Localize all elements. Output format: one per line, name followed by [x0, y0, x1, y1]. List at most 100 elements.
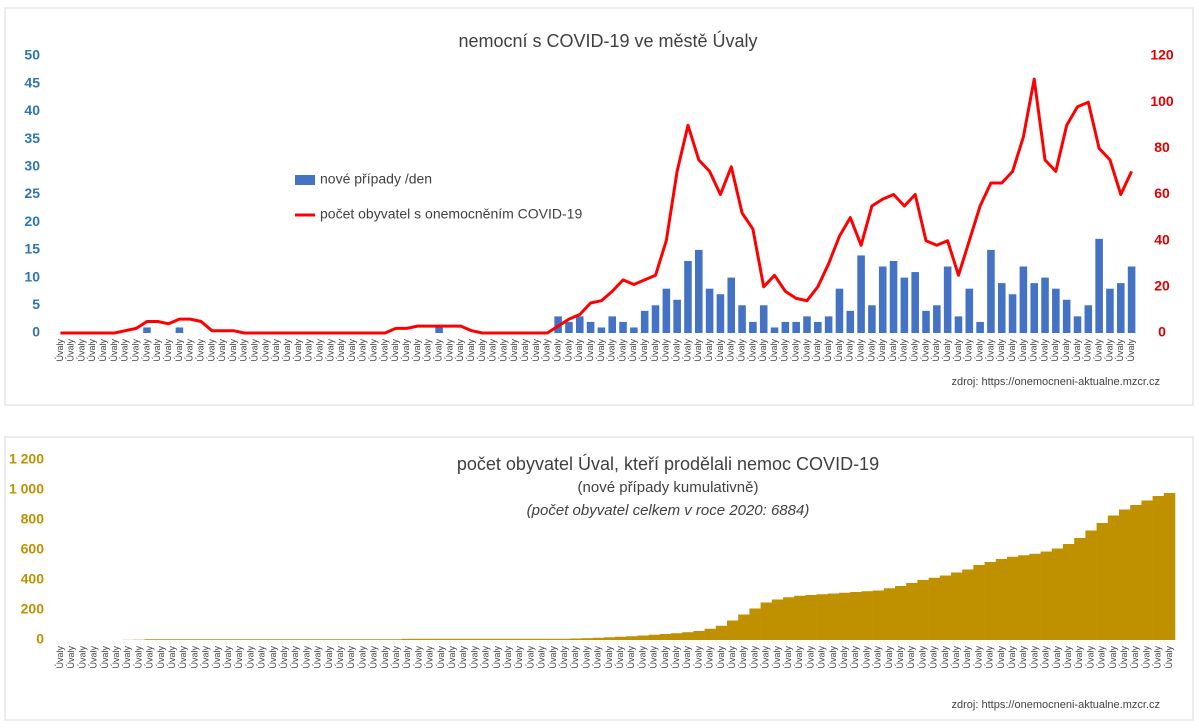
- x-tick-label: Úvaly: [401, 339, 411, 362]
- bar: [1063, 544, 1075, 640]
- bar: [814, 321, 822, 333]
- bar: [727, 277, 736, 333]
- x-tick-label: Úvaly: [736, 339, 746, 362]
- bar: [1074, 538, 1086, 640]
- bar: [469, 638, 481, 640]
- x-tick-label: Úvaly: [444, 339, 454, 362]
- x-tick-label: Úvaly: [1007, 646, 1017, 669]
- bar: [1152, 496, 1165, 640]
- x-tick-label: Úvaly: [650, 339, 660, 362]
- x-tick-label: Úvaly: [637, 646, 647, 669]
- x-tick-label: Úvaly: [189, 646, 199, 669]
- x-tick-label: Úvaly: [433, 339, 443, 362]
- x-tick-label: Úvaly: [1115, 339, 1125, 362]
- bar: [245, 639, 257, 640]
- x-tick-label: Úvaly: [55, 646, 65, 669]
- x-tick-label: Úvaly: [596, 339, 606, 362]
- bar: [458, 638, 470, 640]
- bar: [895, 586, 907, 640]
- x-tick-label: Úvaly: [942, 339, 952, 362]
- x-tick-label: Úvaly: [877, 339, 887, 362]
- bar: [279, 639, 291, 640]
- bar: [716, 294, 725, 333]
- tick-label: 0: [32, 324, 40, 340]
- x-tick-label: Úvaly: [738, 646, 748, 669]
- x-tick-label: Úvaly: [423, 339, 433, 362]
- bar: [984, 562, 997, 640]
- bar: [928, 577, 941, 640]
- x-tick-label: Úvaly: [917, 646, 927, 669]
- x-tick-label: Úvaly: [780, 339, 790, 362]
- bar: [547, 638, 560, 640]
- x-tick-label: Úvaly: [391, 646, 401, 669]
- bar: [640, 310, 649, 333]
- x-tick-label: Úvaly: [1085, 646, 1095, 669]
- bar: [435, 327, 443, 333]
- x-tick-label: Úvaly: [260, 339, 270, 362]
- x-tick-label: Úvaly: [380, 646, 390, 669]
- tick-label: 35: [24, 130, 40, 146]
- x-tick-label: Úvaly: [626, 646, 636, 669]
- bar: [391, 639, 403, 640]
- x-tick-label: Úvaly: [783, 646, 793, 669]
- x-tick-label: Úvaly: [304, 339, 314, 362]
- x-tick-label: Úvaly: [761, 646, 771, 669]
- x-tick-label: Úvaly: [379, 339, 389, 362]
- x-tick-label: Úvaly: [89, 646, 99, 669]
- x-tick-label: Úvaly: [682, 339, 692, 362]
- x-tick-label: Úvaly: [772, 646, 782, 669]
- legend-label: nové případy /den: [320, 171, 432, 187]
- bar: [211, 639, 224, 640]
- x-tick-label: Úvaly: [895, 646, 905, 669]
- tick-label: 40: [24, 102, 40, 118]
- x-tick-label: Úvaly: [855, 339, 865, 362]
- x-tick-label: Úvaly: [1050, 339, 1060, 362]
- x-tick-label: Úvaly: [996, 339, 1006, 362]
- bar: [792, 321, 800, 333]
- x-tick-label: Úvaly: [477, 339, 487, 362]
- x-tick-label: Úvaly: [217, 339, 227, 362]
- x-tick-label: Úvaly: [174, 339, 184, 362]
- x-tick-label: Úvaly: [325, 339, 335, 362]
- bar: [883, 588, 896, 640]
- bar: [997, 283, 1006, 333]
- tick-label: 20: [1154, 278, 1170, 294]
- x-tick-label: Úvaly: [492, 646, 502, 669]
- x-tick-label: Úvaly: [1119, 646, 1129, 669]
- bar: [962, 569, 974, 640]
- bar: [922, 310, 930, 333]
- bar: [1008, 294, 1017, 333]
- x-tick-label: Úvaly: [1052, 646, 1062, 669]
- bar: [1127, 266, 1136, 333]
- bar: [575, 316, 584, 333]
- bar: [1085, 530, 1097, 640]
- x-tick-label: Úvaly: [455, 339, 465, 362]
- x-tick-label: Úvaly: [201, 646, 211, 669]
- bar: [659, 634, 672, 640]
- x-tick-label: Úvaly: [458, 646, 468, 669]
- x-tick-label: Úvaly: [109, 339, 119, 362]
- bar: [794, 595, 806, 640]
- x-tick-label: Úvaly: [402, 646, 412, 669]
- tick-label: 0: [36, 631, 44, 647]
- bar: [1141, 500, 1153, 640]
- x-tick-label: Úvaly: [347, 339, 357, 362]
- x-tick-label: Úvaly: [268, 646, 278, 669]
- x-tick-label: Úvaly: [336, 339, 346, 362]
- legend-label: počet obyvatel s onemocněním COVID-19: [320, 206, 582, 222]
- x-tick-label: Úvaly: [671, 646, 681, 669]
- note: (počet obyvatel celkem v roce 2020: 6884…: [527, 502, 810, 519]
- tick-label: 20: [24, 213, 40, 229]
- bar: [608, 316, 617, 333]
- x-tick-label: Úvaly: [866, 339, 876, 362]
- x-tick-label: Úvaly: [920, 339, 930, 362]
- x-tick-label: Úvaly: [716, 646, 726, 669]
- bar: [144, 639, 157, 640]
- bar: [705, 288, 714, 333]
- bar: [868, 305, 876, 333]
- x-tick-label: Úvaly: [672, 339, 682, 362]
- x-tick-label: Úvaly: [100, 646, 110, 669]
- bar: [835, 288, 844, 333]
- x-tick-label: Úvaly: [1094, 339, 1104, 362]
- x-tick-label: Úvaly: [649, 646, 659, 669]
